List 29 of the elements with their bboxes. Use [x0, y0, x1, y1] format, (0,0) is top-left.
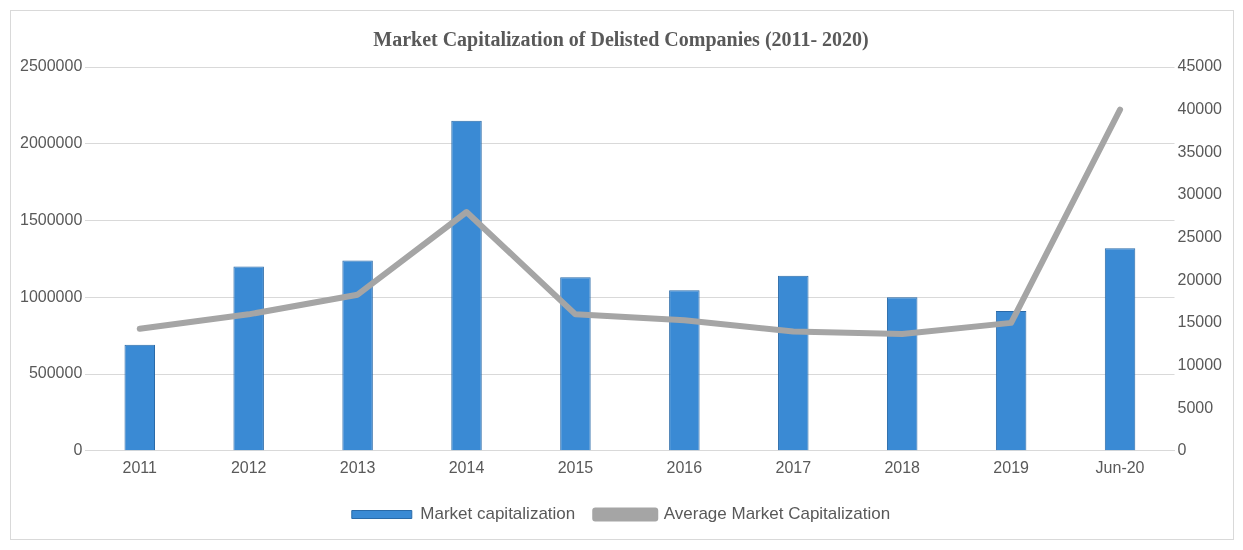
x-tick-label: 2016	[666, 458, 703, 476]
y2-tick-label: 30000	[1177, 185, 1223, 203]
x-tick-label: 2012	[230, 458, 267, 476]
legend-label: Market capitalization	[420, 504, 576, 524]
y2-tick-label: 35000	[1177, 142, 1223, 160]
y2-tick-label: 15000	[1177, 313, 1223, 331]
x-tick-label: 2013	[339, 458, 376, 476]
x-tick-label: 2015	[557, 458, 594, 476]
y-tick-label: 500000	[28, 364, 83, 382]
y-tick-label: 2000000	[19, 134, 83, 152]
y2-tick-label: 0	[1177, 441, 1187, 459]
x-tick-label: 2017	[775, 458, 812, 476]
y2-tick-label: 20000	[1177, 270, 1223, 288]
y2-tick-label: 25000	[1177, 227, 1223, 245]
x-tick-label: 2014	[448, 458, 485, 476]
y2-tick-label: 45000	[1177, 57, 1223, 75]
y2-tick-label: 5000	[1177, 398, 1214, 416]
chart-title: Market Capitalization of Delisted Companies (2011- 2020)	[373, 28, 869, 52]
y-tick-label: 0	[73, 441, 83, 459]
legend-label: Average Market Capitalization	[663, 504, 891, 524]
x-tick-label: 2019	[993, 458, 1030, 476]
y2-tick-label: 10000	[1177, 355, 1223, 373]
y-tick-label: 1500000	[19, 210, 83, 228]
y2-tick-label: 40000	[1177, 100, 1223, 118]
x-tick-label: 2011	[122, 458, 158, 476]
x-tick-label: 2018	[884, 458, 921, 476]
x-tick-label: Jun-20	[1095, 458, 1145, 476]
y-tick-label: 1000000	[19, 287, 83, 305]
y-tick-label: 2500000	[19, 57, 83, 75]
